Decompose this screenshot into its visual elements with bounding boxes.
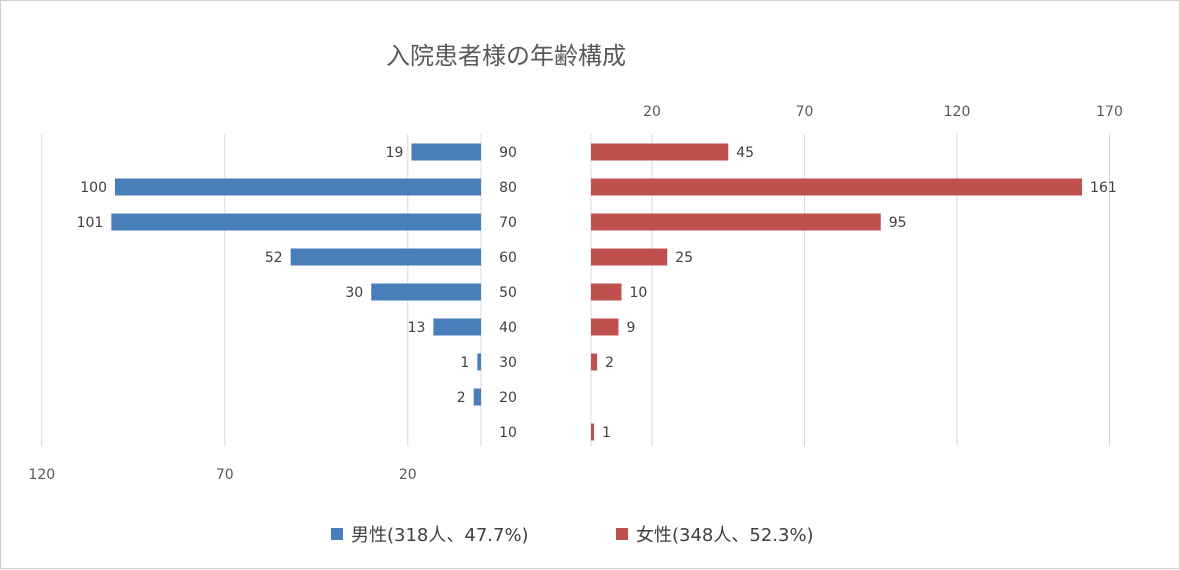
male-data-label: 30	[345, 285, 363, 301]
category-label: 10	[499, 425, 517, 441]
left-axis-tick-label: 120	[28, 467, 55, 483]
female-bar	[591, 143, 729, 161]
category-labels: 90 80 70 60 50 40 30 20 10	[499, 145, 517, 441]
chart-title: 入院患者様の年齢構成	[386, 42, 626, 70]
female-data-label: 2	[605, 355, 614, 371]
bars	[111, 143, 1083, 441]
legend-label-male: 男性(318人、47.7%)	[351, 525, 529, 546]
legend-item-female: 女性(348人、52.3%)	[616, 525, 814, 546]
male-bar	[115, 178, 481, 196]
legend-swatch-male	[331, 528, 343, 540]
female-data-label: 95	[889, 215, 907, 231]
category-label: 60	[499, 250, 517, 266]
female-data-label: 1	[602, 425, 611, 441]
category-label: 40	[499, 320, 517, 336]
category-label: 90	[499, 145, 517, 161]
female-data-label: 25	[675, 250, 693, 266]
category-label: 20	[499, 390, 517, 406]
male-bar	[433, 318, 481, 336]
female-bar	[591, 283, 622, 301]
male-data-label: 52	[265, 250, 283, 266]
right-axis-tick-label: 170	[1096, 104, 1123, 120]
male-data-label: 13	[408, 320, 426, 336]
left-axis-tick-label: 20	[399, 467, 417, 483]
female-data-label: 45	[736, 145, 754, 161]
male-bar	[111, 213, 481, 231]
male-data-label: 2	[457, 390, 466, 406]
female-data-label: 10	[630, 285, 648, 301]
left-axis-tick-label: 70	[216, 467, 234, 483]
right-axis-tick-label: 70	[796, 104, 814, 120]
female-bar	[591, 248, 668, 266]
right-axis-tick-label: 20	[643, 104, 661, 120]
male-bar	[371, 283, 481, 301]
female-bar	[591, 353, 598, 371]
legend-label-female: 女性(348人、52.3%)	[636, 525, 814, 546]
legend-item-male: 男性(318人、47.7%)	[331, 525, 529, 546]
male-bar	[411, 143, 481, 161]
female-data-label: 9	[626, 320, 635, 336]
male-data-label: 19	[386, 145, 404, 161]
male-data-label: 101	[77, 215, 104, 231]
female-bar	[591, 178, 1083, 196]
right-axis-tick-label: 120	[944, 104, 971, 120]
category-label: 80	[499, 180, 517, 196]
data-labels: 19 45 100 161 101 95 52 25 30 10 13 9 1 2 2 1	[77, 145, 1117, 441]
female-data-label: 161	[1090, 180, 1117, 196]
female-bar	[591, 213, 881, 231]
category-label: 50	[499, 285, 517, 301]
category-label: 70	[499, 215, 517, 231]
category-label: 30	[499, 355, 517, 371]
male-data-label: 100	[80, 180, 107, 196]
male-bar	[473, 388, 481, 406]
female-bar	[591, 318, 619, 336]
male-bar	[477, 353, 481, 371]
female-bar	[591, 423, 595, 441]
legend-swatch-female	[616, 528, 628, 540]
legend: 男性(318人、47.7%) 女性(348人、52.3%)	[331, 525, 814, 546]
male-bar	[290, 248, 481, 266]
male-data-label: 1	[460, 355, 469, 371]
